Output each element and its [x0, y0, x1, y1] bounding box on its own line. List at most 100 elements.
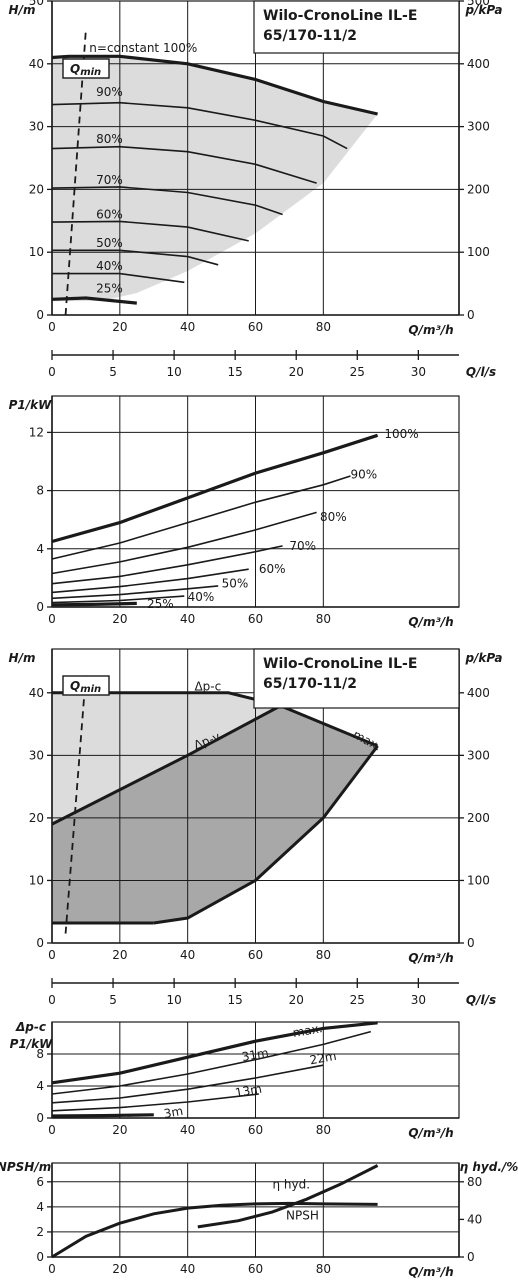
title-line-1: Wilo-CronoLine IL-E: [263, 8, 417, 24]
mode-power-label: max.: [292, 1021, 324, 1040]
y-tick-label: 50: [29, 0, 44, 8]
speed-curve-label: 60%: [96, 208, 123, 222]
y-tick-label: 4: [36, 1079, 44, 1093]
y-axis-label: NPSH/m: [0, 1160, 51, 1174]
y-tick-label: 2: [36, 1225, 44, 1239]
x-axis-label: Q/m³/h: [408, 323, 453, 337]
x-axis-label: Q/m³/h: [408, 615, 453, 629]
mode-curve-3: [153, 745, 379, 925]
power-curve-40: [51, 595, 185, 604]
power-curve-label: 60%: [259, 562, 286, 576]
power-curve-60: [51, 568, 249, 594]
operating-range-area: [52, 56, 378, 302]
speed-curve-label: 50%: [96, 236, 123, 250]
title-box: [253, 648, 460, 709]
y-tick-label: 40: [29, 57, 44, 71]
x-tick-label: 20: [112, 1262, 127, 1276]
x-tick-label: 20: [112, 320, 127, 334]
x-tick-label: 40: [180, 612, 195, 626]
y-tick-label: 30: [29, 748, 44, 762]
qls-tick-label: 25: [350, 993, 365, 1007]
qls-tick-label: 10: [166, 365, 181, 379]
efficiency-curve: [51, 1201, 378, 1259]
y-tick-label: 8: [36, 1047, 44, 1061]
y2-axis-label: p/kPa: [464, 3, 502, 17]
speed-curve-40: [52, 272, 185, 284]
y-axis-label-mode: Δp-c: [15, 1020, 46, 1034]
qls-tick-label: 15: [228, 365, 243, 379]
mode-power-label: 31m: [241, 1046, 270, 1064]
mode-power-curve-0: [51, 1021, 378, 1085]
y2-tick-label: 0: [467, 308, 475, 322]
speed-curve-nconstant100: [51, 54, 378, 116]
qls-tick-label: 10: [166, 993, 181, 1007]
y-axis-label: H/m: [9, 3, 36, 17]
y2-tick-label: 400: [467, 57, 490, 71]
dp-c-range-area: [52, 692, 378, 825]
power-curve-label: 40%: [188, 590, 215, 604]
x-tick-label: 40: [180, 320, 195, 334]
y-tick-label: 0: [36, 1250, 44, 1264]
y2-tick-label: 300: [467, 120, 490, 134]
y-tick-label: 0: [36, 936, 44, 950]
x-tick-label: 40: [180, 1123, 195, 1137]
y-tick-label: 20: [29, 811, 44, 825]
x-tick-label: 60: [248, 1262, 263, 1276]
x-axis-label: Q/m³/h: [408, 1265, 453, 1279]
x-tick-label: 60: [248, 320, 263, 334]
x-tick-label: 60: [248, 948, 263, 962]
power-curve-label: 80%: [320, 510, 347, 524]
qmin-box: [62, 675, 110, 696]
x-tick-label: 60: [248, 612, 263, 626]
x-tick-label: 80: [316, 1262, 331, 1276]
dp-v-range-area: [52, 706, 378, 923]
x-tick-label: 80: [316, 948, 331, 962]
power-curve-70: [51, 545, 283, 585]
mode-power-curve-4: [51, 1113, 154, 1118]
speed-curve-label: n=constant 100%: [89, 41, 197, 55]
qls-tick-label: 5: [109, 993, 117, 1007]
y-tick-label: 6: [36, 1175, 44, 1189]
x-tick-label: 40: [180, 1262, 195, 1276]
y2-tick-label: 40: [467, 1212, 482, 1226]
title-line-2: 65/170-11/2: [263, 28, 357, 44]
power-curve-label: 25%: [147, 597, 174, 611]
chart-power-speed: 0 4 8 12 0 20 40 60 80 Q/m³/h P1/kW 100% 90% 80% 70%60…: [9, 395, 460, 629]
speed-curve-90: [51, 101, 348, 150]
y-tick-label: 4: [36, 1200, 44, 1214]
y2-tick-label: 80: [467, 1175, 482, 1189]
power-curve-label: 50%: [222, 577, 249, 591]
speed-curve-label: 90%: [96, 85, 123, 99]
x-tick-label: 80: [316, 320, 331, 334]
speed-curve-25: [51, 296, 137, 305]
y-tick-label: 8: [36, 484, 44, 498]
axis-q-ls-lower: 0 5 10 15 20 25 30 Q/l/s: [48, 978, 496, 1007]
y2-tick-label: 500: [467, 0, 490, 8]
y-tick-label: 10: [29, 245, 44, 259]
y2-axis-label: p/kPa: [464, 651, 502, 665]
y-tick-label: 20: [29, 182, 44, 196]
mode-curve-1: [51, 705, 280, 826]
x-tick-label: 0: [48, 612, 56, 626]
x-tick-label: 0: [48, 948, 56, 962]
power-curve-label: 70%: [289, 539, 316, 553]
x-tick-label: 0: [48, 1123, 56, 1137]
mode-power-label: 22m: [309, 1049, 338, 1067]
speed-curve-70: [51, 186, 283, 216]
y-tick-label: 12: [29, 425, 44, 439]
y-tick-label: 30: [29, 120, 44, 134]
y2-tick-label: 200: [467, 811, 490, 825]
y2-tick-label: 100: [467, 873, 490, 887]
speed-curve-50: [52, 249, 219, 266]
x-tick-label: 60: [248, 1123, 263, 1137]
qls-tick-label: 0: [48, 365, 56, 379]
power-curve-label: 90%: [350, 468, 377, 482]
npsh-eff-label: η hyd.: [272, 1177, 310, 1191]
qls-tick-label: 20: [289, 993, 304, 1007]
y-tick-label: 10: [29, 873, 44, 887]
mode-power-label: 3m: [163, 1104, 184, 1121]
x-axis-label: Q/m³/h: [408, 1126, 453, 1140]
x-tick-label: 80: [316, 1123, 331, 1137]
